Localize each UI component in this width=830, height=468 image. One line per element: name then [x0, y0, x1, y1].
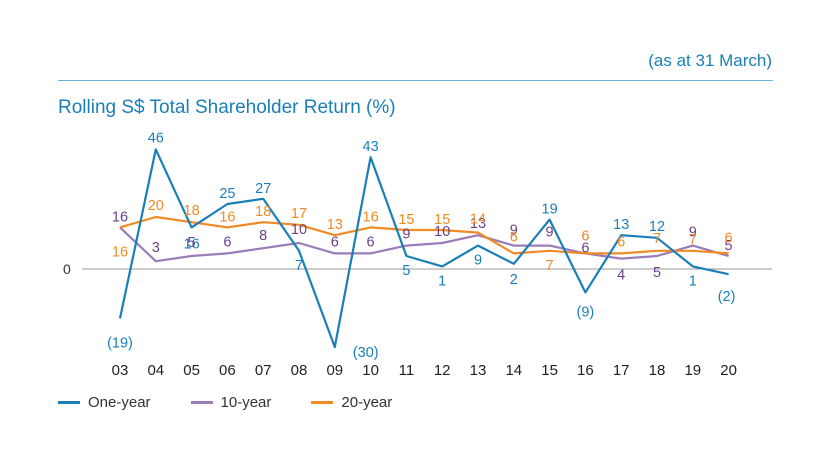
series-line-20-year — [119, 215, 729, 255]
data-label-one-year: 19 — [542, 202, 558, 218]
data-label-20-year: 7 — [546, 258, 554, 274]
data-label-one-year: 25 — [219, 186, 235, 202]
x-tick-label: 08 — [291, 362, 308, 379]
data-label-10-year: 10 — [434, 224, 450, 240]
data-label-one-year: (2) — [718, 289, 736, 305]
legend-label: 20-year — [341, 394, 393, 411]
data-label-10-year: 9 — [402, 227, 410, 243]
data-label-10-year: 13 — [470, 216, 486, 232]
data-label-20-year: 7 — [689, 232, 697, 248]
data-label-20-year: 6 — [725, 230, 733, 246]
data-label-one-year: 16 — [184, 236, 200, 252]
data-label-10-year: 6 — [331, 234, 339, 250]
data-label-one-year: 1 — [689, 273, 697, 289]
data-label-20-year: 13 — [327, 217, 343, 233]
data-label-10-year: 6 — [367, 234, 375, 250]
data-label-one-year: 27 — [255, 181, 271, 197]
data-label-10-year: 9 — [546, 225, 554, 241]
data-label-10-year: 6 — [581, 240, 589, 256]
data-label-10-year: 10 — [291, 222, 307, 238]
data-label-one-year: 7 — [295, 258, 303, 274]
x-tick-label: 11 — [399, 362, 415, 379]
data-label-10-year: 9 — [510, 223, 518, 239]
data-label-20-year: 16 — [112, 244, 128, 260]
x-tick-label: 17 — [613, 362, 630, 379]
x-tick-label: 09 — [326, 362, 343, 379]
data-label-one-year: 12 — [649, 219, 665, 235]
data-label-20-year: 6 — [617, 234, 625, 250]
x-tick-label: 16 — [577, 362, 594, 379]
x-tick-label: 18 — [649, 362, 666, 379]
legend-item-20-year: 20-year — [311, 394, 392, 411]
x-tick-label: 03 — [112, 362, 129, 379]
data-label-10-year: 16 — [112, 209, 128, 225]
data-label-one-year: 1 — [438, 273, 446, 289]
header-divider — [58, 80, 773, 81]
legend-item-one-year: One-year — [58, 394, 151, 411]
chart-legend: One-year 10-year 20-year — [58, 394, 432, 411]
x-tick-label: 06 — [219, 362, 236, 379]
data-label-one-year: 9 — [474, 253, 482, 269]
data-label-10-year: 4 — [617, 268, 625, 284]
data-label-10-year: 5 — [653, 265, 661, 281]
data-label-one-year: (9) — [577, 304, 595, 320]
data-label-10-year: 6 — [223, 234, 231, 250]
data-label-20-year: 15 — [434, 212, 450, 228]
x-tick-label: 20 — [720, 362, 737, 379]
data-label-20-year: 15 — [398, 212, 414, 228]
x-tick-label: 13 — [470, 362, 487, 379]
legend-swatch — [190, 401, 213, 404]
x-tick-label: 10 — [362, 362, 379, 379]
data-label-20-year: 14 — [470, 212, 486, 228]
data-label-one-year: 46 — [148, 130, 164, 146]
x-tick-label: 14 — [505, 362, 522, 379]
series-line-10-year — [119, 226, 729, 263]
data-label-10-year: 3 — [152, 240, 160, 256]
legend-swatch — [311, 401, 334, 404]
x-tick-label: 07 — [255, 362, 272, 379]
data-label-20-year: 18 — [184, 203, 200, 219]
data-label-20-year: 6 — [510, 229, 518, 245]
data-label-one-year: (19) — [107, 335, 133, 351]
x-tick-label: 15 — [541, 362, 558, 379]
chart-title: Rolling S$ Total Shareholder Return (%) — [58, 97, 396, 118]
series-line-one-year — [118, 148, 729, 349]
data-label-one-year: 43 — [363, 139, 379, 155]
data-label-one-year: 13 — [613, 217, 629, 233]
legend-item-10-year: 10-year — [190, 394, 272, 411]
x-tick-label: 05 — [183, 362, 200, 379]
x-tick-label: 19 — [684, 362, 701, 379]
data-label-10-year: 5 — [188, 235, 196, 251]
data-label-20-year: 20 — [148, 198, 164, 214]
legend-label: One-year — [88, 394, 151, 411]
data-label-10-year: 5 — [725, 238, 733, 254]
data-label-20-year: 7 — [653, 231, 661, 247]
data-label-10-year: 9 — [689, 225, 697, 241]
data-label-10-year: 8 — [259, 228, 267, 244]
x-tick-label: 04 — [147, 362, 164, 379]
legend-swatch — [58, 401, 80, 404]
data-label-one-year: 2 — [510, 272, 518, 288]
x-tick-label: 12 — [434, 362, 451, 379]
as-at-date-note: (as at 31 March) — [648, 51, 772, 70]
data-label-20-year: 6 — [581, 228, 589, 244]
data-label-20-year: 17 — [291, 206, 307, 222]
data-label-one-year: (30) — [353, 345, 379, 361]
zero-tick-label: 0 — [63, 261, 71, 277]
legend-label: 10-year — [220, 394, 272, 411]
data-label-20-year: 16 — [219, 209, 235, 225]
data-label-20-year: 18 — [255, 204, 271, 220]
data-label-one-year: 5 — [402, 263, 410, 279]
data-label-20-year: 16 — [363, 209, 379, 225]
